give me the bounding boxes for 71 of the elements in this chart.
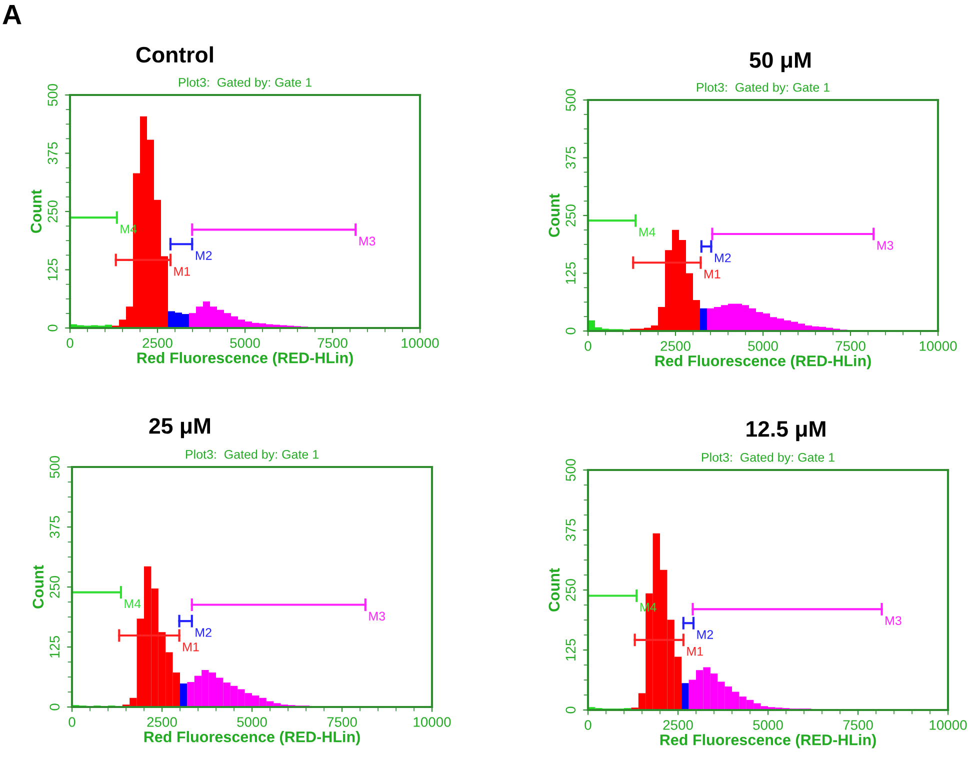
legend-label: M2 bbox=[196, 251, 212, 260]
legend-label: M1 bbox=[174, 267, 190, 276]
y-axis-title: Count bbox=[548, 568, 560, 612]
legend-label: M4 bbox=[124, 599, 141, 608]
x-tick-label: 10000 bbox=[920, 341, 957, 351]
y-tick-label: 125 bbox=[566, 638, 576, 661]
x-tick-label: 0 bbox=[584, 720, 592, 730]
chart-subtitle: Plot3: Gated by: Gate 1 bbox=[702, 452, 834, 464]
x-tick-label: 10000 bbox=[402, 338, 439, 348]
x-tick-label: 10000 bbox=[414, 717, 451, 727]
y-tick-label: 125 bbox=[566, 262, 576, 284]
text: A bbox=[2, 5, 22, 24]
y-tick-label: 375 bbox=[50, 516, 60, 538]
y-tick-label: 250 bbox=[566, 204, 576, 226]
y-tick-label: 250 bbox=[50, 576, 60, 598]
y-tick-label: 250 bbox=[48, 200, 58, 222]
legend-label: M3 bbox=[359, 236, 376, 246]
legend-label: M2 bbox=[196, 628, 212, 637]
y-tick-label: 0 bbox=[50, 704, 60, 710]
y-axis-title: Count bbox=[30, 190, 42, 233]
x-tick-label: 2500 bbox=[660, 341, 690, 351]
y-tick-label: 125 bbox=[48, 258, 58, 280]
legend-label: M4 bbox=[639, 228, 656, 236]
x-axis-title: Red Fluorescence (RED-HLin) bbox=[137, 352, 353, 366]
legend-label: M3 bbox=[886, 616, 902, 626]
chart-subtitle: Plot3: Gated by: Gate 1 bbox=[186, 450, 318, 462]
y-tick-label: 375 bbox=[48, 142, 58, 164]
legend-label: M2 bbox=[715, 253, 731, 262]
x-tick-label: 7500 bbox=[327, 717, 357, 727]
x-tick-label: 7500 bbox=[318, 338, 348, 348]
y-tick-label: 500 bbox=[566, 88, 576, 112]
chart-title: 12.5 μM bbox=[746, 421, 826, 442]
x-tick-label: 5000 bbox=[753, 720, 783, 730]
x-tick-label: 0 bbox=[68, 717, 76, 727]
chart-title: Control bbox=[136, 46, 213, 63]
y-axis-title: Count bbox=[548, 194, 560, 237]
chart-title: 50 μM bbox=[750, 52, 811, 72]
x-axis-title: Red Fluorescence (RED-HLin) bbox=[144, 731, 360, 746]
x-tick-label: 2500 bbox=[142, 338, 172, 348]
x-tick-label: 7500 bbox=[836, 341, 866, 351]
x-tick-label: 0 bbox=[66, 338, 74, 348]
chart-title: 25 μM bbox=[149, 418, 210, 438]
x-axis-title: Red Fluorescence (RED-HLin) bbox=[660, 734, 876, 748]
legend-label: M1 bbox=[183, 642, 199, 652]
legend-label: M2 bbox=[697, 630, 713, 639]
legend-label: M3 bbox=[877, 240, 894, 250]
y-axis-title: Count bbox=[32, 565, 44, 608]
y-tick-label: 0 bbox=[566, 706, 576, 714]
y-tick-label: 375 bbox=[566, 518, 576, 542]
x-tick-label: 2500 bbox=[147, 717, 177, 727]
legend-label: M3 bbox=[369, 612, 385, 621]
y-tick-label: 500 bbox=[50, 456, 60, 478]
x-tick-label: 5000 bbox=[748, 341, 778, 351]
x-tick-label: 5000 bbox=[230, 338, 260, 348]
y-tick-label: 500 bbox=[566, 458, 576, 482]
x-tick-label: 7500 bbox=[843, 720, 873, 730]
x-tick-label: 0 bbox=[584, 341, 592, 351]
y-tick-label: 0 bbox=[566, 328, 576, 334]
y-tick-label: 375 bbox=[566, 146, 576, 169]
y-tick-label: 500 bbox=[48, 84, 58, 106]
legend-label: M1 bbox=[687, 647, 703, 656]
y-tick-label: 125 bbox=[50, 636, 60, 658]
x-tick-label: 5000 bbox=[237, 717, 267, 727]
chart-subtitle: Plot3: Gated by: Gate 1 bbox=[696, 82, 830, 94]
x-tick-label: 10000 bbox=[930, 720, 967, 730]
chart-subtitle: Plot3: Gated by: Gate 1 bbox=[178, 78, 312, 90]
y-tick-label: 0 bbox=[48, 324, 58, 332]
y-tick-label: 250 bbox=[566, 578, 576, 601]
x-axis-title: Red Fluorescence (RED-HLin) bbox=[655, 355, 871, 370]
legend-label: M1 bbox=[704, 270, 720, 278]
x-tick-label: 2500 bbox=[663, 720, 693, 730]
